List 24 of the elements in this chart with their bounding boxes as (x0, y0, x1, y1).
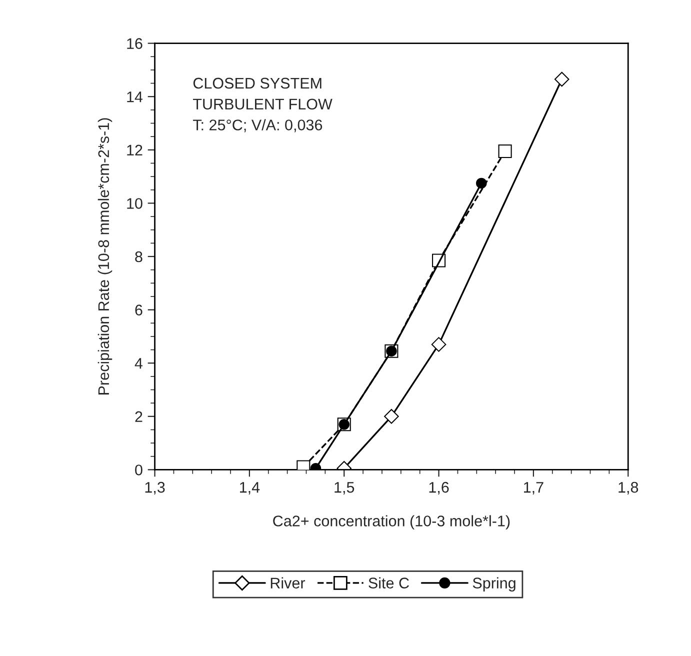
y-tick-label: 16 (127, 38, 142, 49)
legend-label: River (270, 577, 306, 588)
y-tick-label: 0 (135, 464, 142, 476)
y-tick-label: 12 (127, 144, 142, 156)
y-tick-label: 4 (134, 358, 143, 369)
y-tick-label: 8 (135, 251, 142, 262)
y-tick-label: 10 (127, 198, 142, 209)
point (384, 409, 399, 424)
y-tick-label: 6 (135, 304, 142, 316)
y-tick-label: 2 (135, 411, 142, 422)
y-tick-label: 14 (127, 92, 143, 102)
annotation: CLOSED SYSTEM TURBULENT FLOW T: 25°C; V/A: 0,036 (192, 78, 332, 132)
x-tick-label: 1,8 (618, 482, 638, 495)
y-axis-title: Precipiation Rate (10-8 mmole*cm-2*s-1) (98, 118, 112, 394)
x-axis-title: Ca2+ concentration (10-3 mole*l-1) (273, 515, 510, 530)
x-tick-label: 1,5 (334, 482, 354, 495)
point (431, 337, 446, 352)
x-tick-label: 1,4 (240, 482, 260, 495)
x-tick-label: 1,6 (429, 482, 449, 495)
legend-label: Spring (472, 577, 516, 592)
legend-label: Site C (368, 577, 409, 588)
x-tick-label: 1,3 (145, 482, 165, 495)
x-tick-label: 1,7 (524, 482, 544, 495)
point (554, 72, 570, 87)
